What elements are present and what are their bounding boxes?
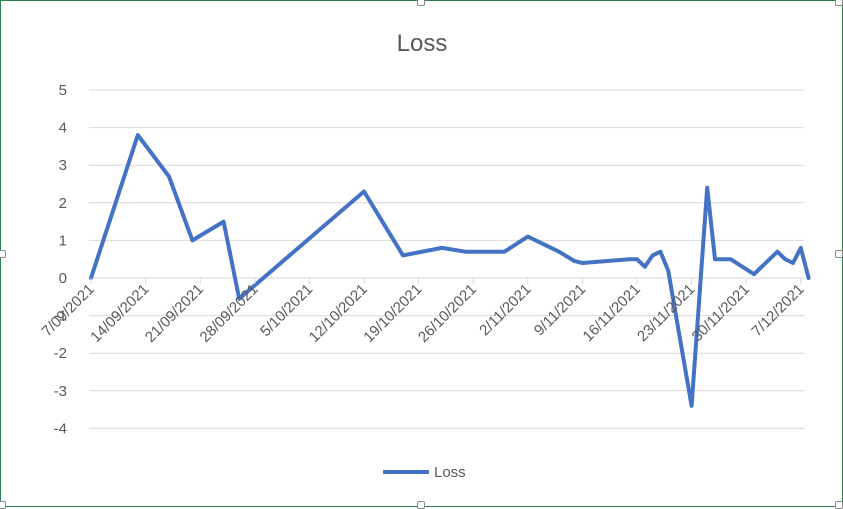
y-tick-label: 5 <box>59 82 67 99</box>
x-tick-label: 16/11/2021 <box>580 281 644 345</box>
y-tick-label: -1 <box>54 308 67 325</box>
y-tick-label: -3 <box>54 383 67 400</box>
y-tick-label: -2 <box>54 345 67 362</box>
x-tick-label: 26/10/2021 <box>415 281 480 346</box>
resize-handle-top[interactable] <box>417 0 425 6</box>
x-tick-label: 23/11/2021 <box>634 281 698 345</box>
series-line-loss[interactable] <box>89 133 811 408</box>
y-tick-label: 1 <box>59 232 67 249</box>
legend-label-loss: Loss <box>434 464 466 481</box>
y-axis-ticks: 5 4 3 2 1 0 -1 -2 -3 -4 <box>54 82 67 437</box>
series-layer <box>89 133 811 408</box>
y-tick-label: 4 <box>59 120 67 137</box>
x-tick-label: 7/12/2021 <box>748 281 807 340</box>
y-tick-label: -4 <box>54 420 67 437</box>
gridlines <box>89 89 804 429</box>
x-tick-label: 28/09/2021 <box>197 281 262 346</box>
y-tick-label: 3 <box>59 157 67 174</box>
x-tick-label: 14/09/2021 <box>87 281 152 346</box>
y-tick-label: 2 <box>59 195 67 212</box>
x-tick-label: 9/11/2021 <box>531 281 589 339</box>
chart-title: Loss <box>397 30 448 57</box>
x-tick-label: 2/11/2021 <box>476 281 534 339</box>
x-tick-label: 19/10/2021 <box>360 281 425 346</box>
x-tick-label: 12/10/2021 <box>306 281 371 346</box>
x-axis-ticks: 7/09/202114/09/202121/09/202128/09/20215… <box>39 278 808 346</box>
y-tick-label: 0 <box>59 270 67 287</box>
x-tick-label: 21/09/2021 <box>142 281 207 346</box>
resize-handle-left[interactable] <box>0 250 6 258</box>
legend: Loss <box>383 464 466 481</box>
